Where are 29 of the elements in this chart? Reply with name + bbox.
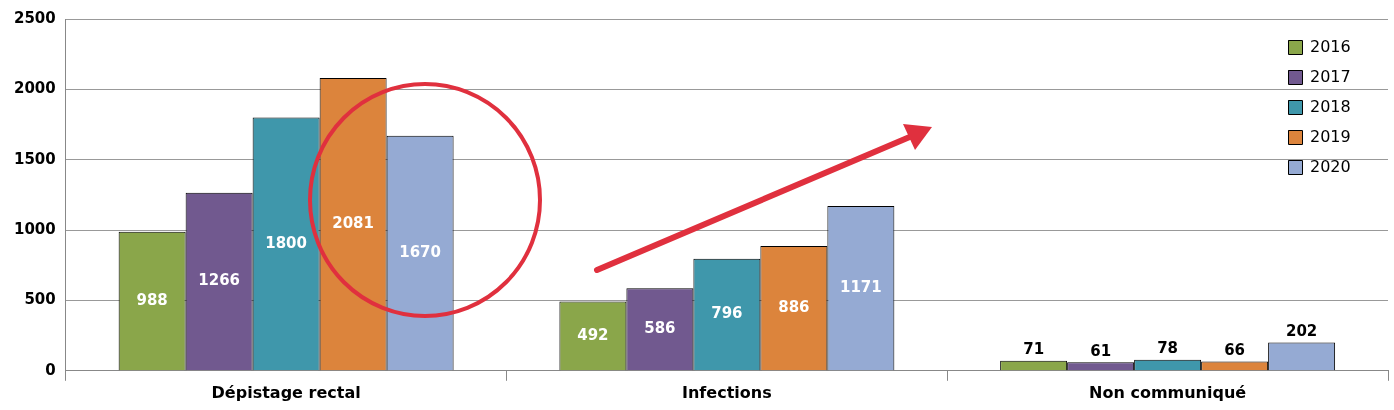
data-label: 71 (1023, 340, 1045, 359)
data-label: 886 (778, 298, 810, 317)
data-label: 1670 (399, 242, 441, 261)
legend-label: 2019 (1310, 127, 1351, 147)
data-label: 78 (1157, 339, 1179, 358)
x-tick-label: Non communiqué (1089, 382, 1247, 402)
legend-label: 2017 (1310, 67, 1351, 87)
data-label: 202 (1285, 321, 1318, 340)
data-label: 1266 (198, 271, 240, 290)
y-tick-label: 500 (24, 290, 56, 309)
x-tick-label: Dépistage rectal (211, 382, 361, 402)
y-tick-label: 1000 (14, 219, 56, 238)
data-label: 1800 (265, 233, 307, 252)
data-label: 1171 (839, 278, 882, 297)
data-label: 61 (1090, 341, 1112, 360)
x-tick-label: Infections (682, 382, 772, 402)
data-label: 796 (711, 304, 743, 323)
data-label: 492 (577, 325, 609, 344)
data-label: 988 (136, 290, 168, 309)
legend-label: 2020 (1310, 157, 1351, 177)
y-tick-label: 1500 (14, 149, 56, 168)
legend-label: 2018 (1310, 97, 1351, 117)
data-label: 586 (644, 319, 676, 338)
data-label: 2081 (332, 214, 374, 233)
y-tick-label: 2500 (14, 8, 56, 27)
y-tick-label: 0 (45, 360, 56, 379)
data-label: 66 (1224, 340, 1246, 359)
y-tick-label: 2000 (14, 79, 56, 98)
legend-label: 2016 (1310, 37, 1351, 57)
